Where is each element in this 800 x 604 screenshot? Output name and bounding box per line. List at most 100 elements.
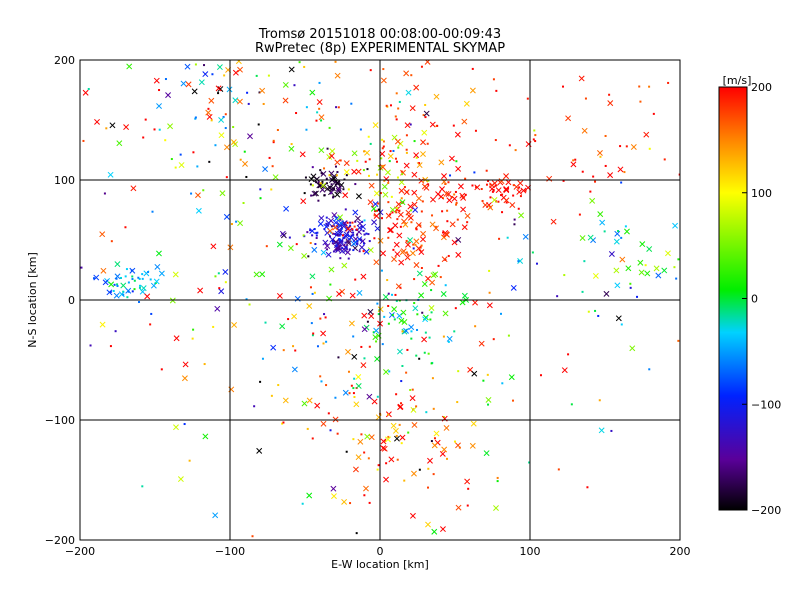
data-point-cross (223, 213, 230, 220)
data-point-cross (222, 269, 229, 275)
data-point-dot (192, 328, 195, 331)
data-point-cross (423, 110, 430, 117)
data-point-cross (382, 191, 389, 198)
data-point-dot (138, 286, 141, 289)
data-point-dot (151, 210, 154, 213)
data-point-dot (415, 228, 418, 231)
data-point-cross (405, 241, 411, 248)
data-point-dot (446, 209, 449, 212)
data-point-dot (446, 220, 449, 223)
data-point-dot (429, 318, 432, 321)
data-point-dot (353, 225, 356, 228)
data-point-dot (131, 278, 134, 281)
data-point-dot (230, 223, 233, 226)
data-point-cross (206, 113, 213, 120)
data-point-dot (366, 168, 369, 171)
data-point-dot (364, 160, 367, 163)
data-point-dot (432, 473, 435, 476)
data-point-dot (179, 153, 182, 156)
data-point-cross (403, 70, 410, 77)
data-point-cross (638, 269, 645, 276)
data-point-dot (629, 282, 632, 285)
data-point-cross (443, 425, 450, 431)
data-point-dot (351, 228, 354, 231)
data-point-cross (336, 227, 343, 234)
data-point-dot (270, 394, 273, 397)
data-point-dot (315, 119, 318, 122)
data-point-dot (447, 181, 450, 184)
data-point-cross (615, 315, 622, 322)
data-point-cross (487, 204, 494, 211)
data-point-dot (557, 468, 560, 471)
data-point-cross (382, 294, 389, 300)
data-point-dot (158, 128, 161, 131)
data-point-cross (178, 162, 185, 169)
data-point-cross (491, 197, 498, 203)
data-point-dot (385, 462, 388, 465)
data-point-cross (403, 162, 410, 169)
data-point-cross (395, 201, 402, 208)
data-point-dot (603, 230, 606, 233)
data-point-cross (430, 196, 436, 203)
data-point-cross (474, 184, 481, 191)
data-point-dot (343, 178, 346, 181)
data-point-dot (345, 174, 348, 177)
data-point-cross (401, 319, 408, 325)
x-tick-label: 0 (377, 545, 384, 558)
data-point-cross (156, 250, 162, 257)
data-point-cross (373, 327, 380, 334)
data-point-cross (343, 231, 350, 238)
data-point-cross (393, 241, 400, 248)
data-point-dot (147, 271, 150, 274)
data-point-dot (444, 284, 447, 287)
data-point-cross (398, 317, 405, 324)
data-point-cross (325, 220, 332, 226)
data-point-dot (281, 422, 284, 425)
data-point-dot (305, 128, 308, 131)
data-point-dot (405, 148, 408, 151)
data-point-dot (644, 264, 647, 267)
data-point-cross (279, 230, 286, 237)
data-point-dot (337, 234, 340, 237)
data-point-dot (405, 134, 408, 137)
data-point-dot (255, 74, 258, 77)
data-point-cross (644, 270, 651, 277)
data-point-dot (524, 189, 527, 192)
data-point-dot (330, 183, 333, 186)
data-point-dot (131, 290, 134, 293)
data-point-cross (413, 262, 420, 268)
data-point-cross (195, 192, 201, 199)
data-point-cross (361, 326, 368, 333)
data-point-dot (423, 351, 426, 354)
data-point-cross (445, 191, 452, 197)
data-point-dot (351, 221, 354, 224)
data-point-cross (113, 292, 120, 299)
data-point-cross (402, 221, 409, 228)
data-point-dot (368, 345, 371, 348)
data-point-dot (235, 220, 238, 223)
data-point-cross (455, 165, 462, 172)
data-point-cross (217, 86, 224, 92)
data-point-dot (464, 177, 467, 180)
data-point-dot (397, 146, 400, 149)
data-point-dot (248, 303, 251, 306)
data-point-cross (398, 187, 405, 194)
data-point-cross (99, 231, 106, 238)
data-point-dot (334, 165, 337, 168)
data-point-dot (331, 189, 334, 192)
data-point-dot (391, 211, 394, 214)
data-point-dot (410, 330, 413, 333)
data-point-dot (387, 413, 390, 416)
data-point-cross (130, 185, 137, 192)
data-point-cross (379, 164, 386, 171)
data-point-dot (246, 91, 249, 94)
data-point-dot (427, 486, 430, 489)
data-point-cross (215, 85, 222, 92)
data-point-dot (501, 193, 504, 196)
data-point-cross (410, 406, 417, 413)
data-point-cross (324, 243, 331, 250)
data-point-dot (494, 184, 497, 187)
data-point-dot (401, 330, 404, 333)
data-point-cross (259, 87, 266, 94)
data-point-dot (624, 225, 627, 228)
